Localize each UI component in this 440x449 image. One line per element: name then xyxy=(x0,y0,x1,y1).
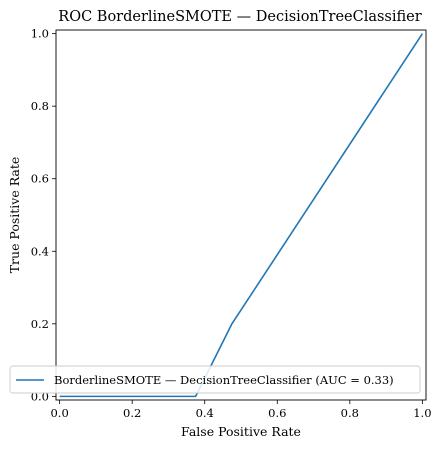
roc-curve-line-0 xyxy=(59,33,424,398)
chart-title: ROC BorderlineSMOTE — DecisionTreeClassi… xyxy=(58,9,421,25)
x-tick-label: 0.4 xyxy=(196,406,214,420)
x-ticks: 0.0 0.2 0.4 0.6 0.8 1.0 xyxy=(50,400,432,420)
x-tick-label: 1.0 xyxy=(413,406,431,420)
x-tick-label: 0.6 xyxy=(268,406,286,420)
y-tick-label: 1.0 xyxy=(31,27,49,41)
y-ticks: 0.00.20.40.60.81.0 xyxy=(31,27,56,403)
y-axis-label: True Positive Rate xyxy=(7,157,22,274)
y-tick-label: 0.4 xyxy=(31,244,49,258)
legend-label: BorderlineSMOTE — DecisionTreeClassifier… xyxy=(54,373,394,387)
y-tick-label: 0.6 xyxy=(31,172,49,186)
x-tick-label: 0.0 xyxy=(50,406,68,420)
y-tick-label: 0.8 xyxy=(31,99,49,113)
legend: BorderlineSMOTE — DecisionTreeClassifier… xyxy=(9,365,421,394)
x-tick-label: 0.2 xyxy=(123,406,141,420)
legend-box xyxy=(9,365,421,394)
x-tick-label: 0.8 xyxy=(341,406,359,420)
x-axis-label: False Positive Rate xyxy=(181,424,301,439)
y-tick-label: 0.2 xyxy=(31,317,49,331)
plot-frame xyxy=(55,29,427,401)
series-layer xyxy=(59,33,424,398)
